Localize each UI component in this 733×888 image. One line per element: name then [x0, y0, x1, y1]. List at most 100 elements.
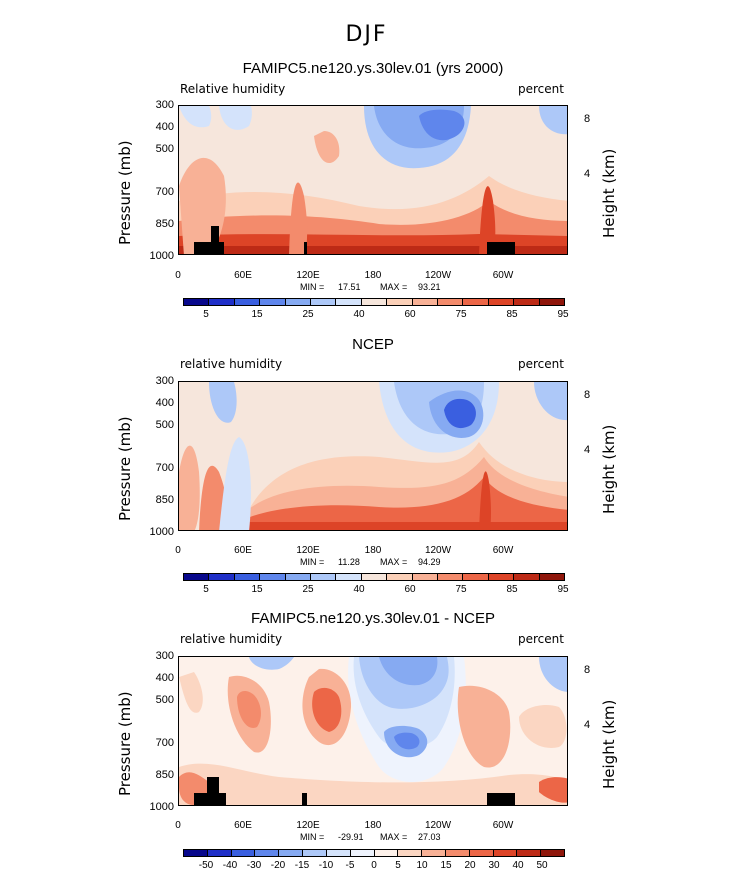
colorbar-swatch — [514, 574, 540, 580]
moist-bias-90w — [457, 685, 511, 768]
moist-bias-surface-east — [539, 777, 567, 803]
panel-3-y-axis-label: Pressure (mb) — [116, 691, 134, 796]
moist-bias-60e-core — [237, 691, 261, 728]
panel-1-min-value: 17.51 — [338, 282, 361, 292]
colorbar-tick-label: 85 — [506, 584, 518, 595]
panel-1-max-label: MAX = — [380, 282, 408, 292]
colorbar-swatch — [541, 850, 564, 856]
colorbar-tick-label: 60 — [404, 584, 416, 595]
x-tick-label: 0 — [175, 820, 181, 831]
colorbar-swatch — [207, 850, 232, 856]
y-tick-label: 1000 — [149, 801, 174, 813]
panel-1-y2-axis-label: Height (km) — [600, 148, 618, 238]
y-tick-label: 1000 — [149, 250, 174, 262]
colorbar-swatch — [398, 850, 423, 856]
y-tick-label: 400 — [155, 397, 174, 409]
y-tick-label: 700 — [155, 737, 174, 749]
panel-1-min-label: MIN = — [300, 282, 325, 292]
colorbar-swatch — [184, 850, 208, 856]
topography-andes — [487, 793, 515, 805]
y-tick-label: 850 — [155, 494, 174, 506]
panel-2-y-axis-label: Pressure (mb) — [116, 416, 134, 521]
y-tick-label: 700 — [155, 462, 174, 474]
colorbar-swatch — [387, 574, 413, 580]
topography-africa — [194, 226, 224, 254]
dry-bias-upper-core — [379, 657, 438, 686]
colorbar-swatch — [336, 574, 362, 580]
x-tick-label: 60E — [234, 270, 252, 281]
panel-2-plot — [178, 381, 568, 531]
moist-bias-east — [519, 705, 567, 748]
moist-column-60w — [479, 186, 496, 254]
topography-africa — [194, 777, 226, 805]
dry-bias-lower-core — [394, 732, 420, 750]
colorbar-tick-label: 95 — [557, 584, 569, 595]
y-tick-label: 1000 — [149, 526, 174, 538]
colorbar-tick-label: -20 — [270, 860, 286, 871]
colorbar-tick-label: -10 — [318, 860, 334, 871]
colorbar-swatch — [463, 299, 489, 305]
height-tick-label: 8 — [584, 113, 591, 125]
x-tick-label: 60E — [234, 820, 252, 831]
colorbar-swatch — [517, 850, 542, 856]
panel-1-max-value: 93.21 — [418, 282, 441, 292]
height-tick-label: 4 — [584, 168, 591, 180]
colorbar-swatch — [469, 850, 494, 856]
colorbar-swatch — [361, 574, 388, 580]
x-tick-label: 180 — [364, 545, 382, 556]
figure-title: DJF — [345, 22, 388, 47]
panel-1-units-label: percent — [518, 82, 564, 96]
panel-1-y-axis-label: Pressure (mb) — [116, 140, 134, 245]
height-tick-label: 4 — [584, 444, 591, 456]
colorbar-tick-label: -50 — [198, 860, 214, 871]
colorbar-tick-label: 75 — [455, 584, 467, 595]
panel-3-contours — [179, 657, 567, 805]
dry-region-core — [444, 398, 476, 429]
colorbar-swatch — [422, 850, 446, 856]
colorbar-swatch — [255, 850, 280, 856]
panel-2-min-label: MIN = — [300, 557, 325, 567]
x-tick-label: 60W — [492, 820, 514, 831]
y-tick-label: 850 — [155, 769, 174, 781]
y-tick-label: 500 — [155, 143, 174, 155]
colorbar-swatch — [336, 299, 362, 305]
topography-new-guinea — [302, 793, 307, 805]
colorbar-swatch — [285, 299, 312, 305]
moist-bias-150e-core — [312, 687, 342, 732]
colorbar-swatch — [493, 850, 518, 856]
surface-max — [179, 246, 567, 254]
dry-region-core — [419, 109, 465, 141]
colorbar-swatch — [412, 574, 439, 580]
x-tick-label: 120E — [296, 820, 320, 831]
panel-2-max-label: MAX = — [380, 557, 408, 567]
panel-1-colorbar — [183, 298, 565, 306]
x-tick-label: 120W — [424, 545, 452, 556]
y-tick-label: 300 — [155, 375, 174, 387]
colorbar-swatch — [463, 574, 489, 580]
panel-2-colorbar — [183, 573, 565, 581]
colorbar-swatch — [209, 299, 235, 305]
colorbar-tick-label: 5 — [395, 860, 401, 871]
colorbar-tick-label: -40 — [222, 860, 238, 871]
colorbar-tick-label: 5 — [203, 309, 209, 320]
y-tick-label: 300 — [155, 99, 174, 111]
colorbar-swatch — [539, 299, 565, 305]
colorbar-swatch — [234, 299, 261, 305]
colorbar-tick-label: 40 — [353, 584, 365, 595]
panel-2-units-label: percent — [518, 357, 564, 371]
x-tick-label: 0 — [175, 545, 181, 556]
colorbar-tick-label: 40 — [512, 860, 524, 871]
y-tick-label: 300 — [155, 650, 174, 662]
colorbar-swatch — [303, 850, 327, 856]
x-tick-label: 120E — [296, 545, 320, 556]
colorbar-tick-label: -5 — [345, 860, 355, 871]
height-tick-label: 8 — [584, 664, 591, 676]
colorbar-swatch — [209, 574, 235, 580]
colorbar-swatch — [374, 850, 399, 856]
colorbar-swatch — [184, 574, 210, 580]
colorbar-swatch — [350, 850, 375, 856]
y-tick-label: 400 — [155, 672, 174, 684]
colorbar-tick-label: 40 — [353, 309, 365, 320]
moist-column-60w — [479, 471, 491, 530]
y-tick-label: 850 — [155, 218, 174, 230]
